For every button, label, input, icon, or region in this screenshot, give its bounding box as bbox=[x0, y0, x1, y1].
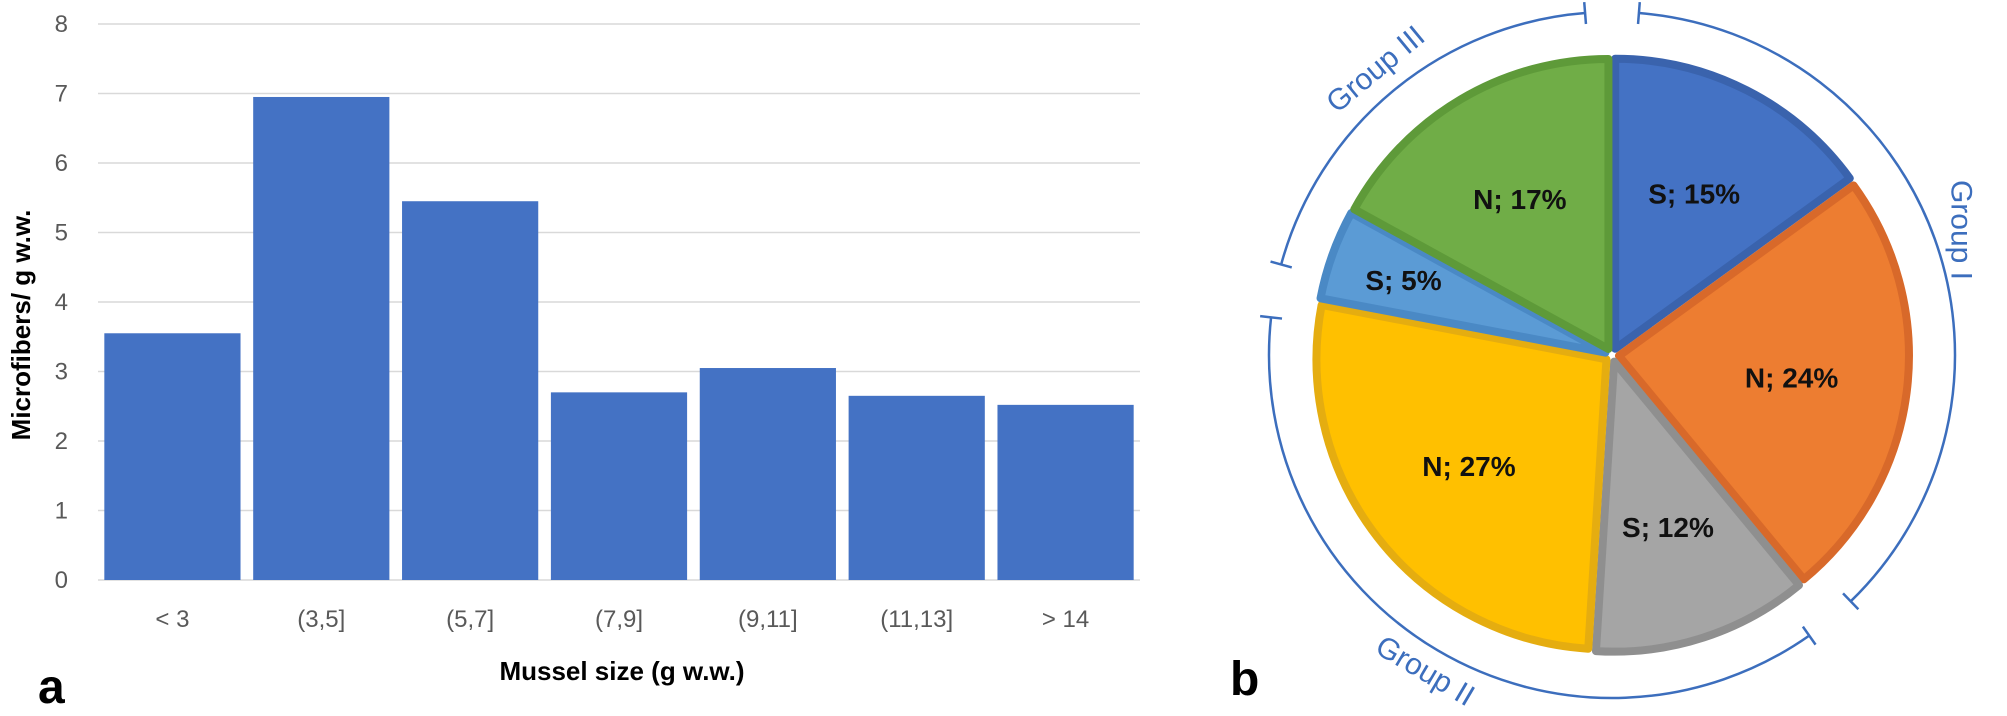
bar bbox=[997, 404, 1134, 580]
y-tick-label: 0 bbox=[55, 567, 68, 594]
x-axis-title: Mussel size (g w.w.) bbox=[499, 656, 744, 686]
x-tick-label: < 3 bbox=[155, 606, 189, 633]
group-bracket-tick bbox=[1260, 314, 1283, 320]
bar bbox=[848, 395, 985, 580]
x-tick-label: (7,9] bbox=[595, 606, 643, 633]
y-tick-label: 5 bbox=[55, 220, 68, 247]
pie-slice-label: N; 24% bbox=[1745, 363, 1838, 394]
group-bracket-arc bbox=[1279, 11, 1586, 265]
y-tick-label: 2 bbox=[55, 428, 68, 455]
bar-y-tick-labels: 0 1 2 3 4 5 6 7 8 bbox=[55, 11, 68, 594]
bar-chart-panel-a: 0 1 2 3 4 5 6 7 8 < 3 (3,5] (5,7] (7,9] (9,11] (11,13… bbox=[6, 11, 1140, 714]
x-tick-label: (9,11] bbox=[738, 606, 798, 633]
bar-bars bbox=[104, 96, 1134, 580]
y-tick-label: 8 bbox=[55, 11, 68, 38]
group-bracket-tick bbox=[1801, 625, 1817, 646]
bar bbox=[550, 392, 688, 580]
pie-slice-labels: S; 15% N; 24% S; 12% N; 27% S; 5% N; 17% bbox=[1365, 179, 1838, 543]
pie-slice-label: N; 27% bbox=[1422, 451, 1515, 482]
pie-slice bbox=[1591, 357, 1804, 656]
pie-slice bbox=[1316, 208, 1610, 357]
group-label: Group I bbox=[1944, 180, 1977, 280]
pie-slice bbox=[1614, 181, 1913, 584]
x-tick-label: (5,7] bbox=[446, 606, 494, 633]
group-bracket-tick bbox=[1636, 1, 1642, 25]
y-tick-label: 7 bbox=[55, 81, 68, 108]
pie-slice-label: S; 5% bbox=[1365, 265, 1441, 296]
bar bbox=[253, 96, 390, 580]
pie-slice-label: N; 17% bbox=[1473, 184, 1566, 215]
y-tick-label: 1 bbox=[55, 498, 68, 525]
bar-x-tick-labels: < 3 (3,5] (5,7] (7,9] (9,11] (11,13] > 14 bbox=[155, 606, 1089, 633]
y-tick-label: 4 bbox=[55, 289, 68, 316]
x-tick-label: > 14 bbox=[1042, 606, 1089, 633]
group-bracket-tick bbox=[1270, 260, 1293, 269]
group-bracket-tick bbox=[1582, 1, 1588, 25]
y-tick-label: 3 bbox=[55, 359, 68, 386]
y-axis-title: Microfibers/ g w.w. bbox=[6, 210, 36, 441]
bar bbox=[699, 368, 836, 580]
pie-slice-label: S; 15% bbox=[1648, 179, 1740, 210]
panel-b-letter: b bbox=[1230, 653, 1259, 706]
panel-a-letter: a bbox=[38, 661, 65, 714]
pie-slices bbox=[1312, 54, 1913, 656]
group-bracket-tick bbox=[1842, 592, 1860, 611]
bar bbox=[402, 201, 539, 580]
group-bracket-arc bbox=[1638, 11, 1957, 603]
pie-slice bbox=[1611, 54, 1854, 353]
group-bracket-arc bbox=[1267, 317, 1810, 700]
pie-slice-label: S; 12% bbox=[1622, 512, 1714, 543]
bar bbox=[104, 333, 241, 580]
group-label: Group III bbox=[1320, 20, 1431, 120]
x-tick-label: (11,13] bbox=[880, 606, 953, 633]
pie-chart-panel-b: S; 15% N; 24% S; 12% N; 27% S; 5% N; 17% Grou… bbox=[1230, 1, 1977, 713]
pie-slice bbox=[1350, 54, 1613, 353]
y-tick-label: 6 bbox=[55, 150, 68, 177]
x-tick-label: (3,5] bbox=[297, 606, 345, 633]
pie-slice bbox=[1312, 300, 1611, 653]
